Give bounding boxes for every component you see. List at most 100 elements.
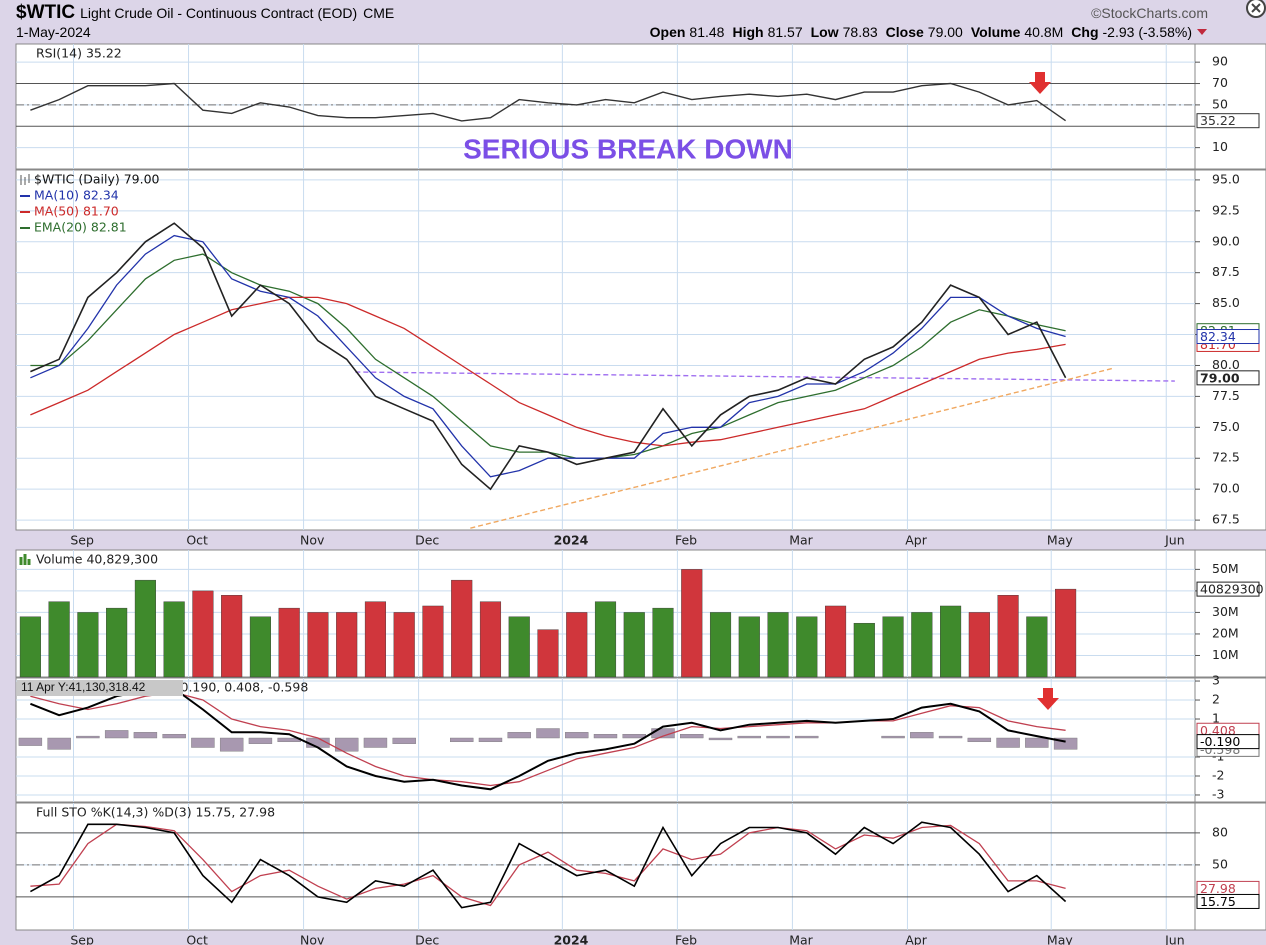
quote-value: 78.83 [842,24,878,40]
y-tick-label: 70.0 [1212,481,1240,496]
value-label: 0.408 [1200,723,1236,738]
source: ©StockCharts.com [1091,5,1208,21]
volume-bar [796,616,818,678]
histogram-bar [18,737,43,746]
y-tick-label: 50 [1212,96,1228,111]
histogram-bar [1025,737,1049,748]
value-label: 35.22 [1200,113,1236,128]
volume-bar [623,612,645,678]
quote-label: Chg [1071,24,1099,40]
symbol: $WTIC [16,2,76,23]
y-tick-label: 1 [1212,711,1220,726]
axis-area [1194,802,1266,931]
legend-label: MA(50) 81.70 [34,204,119,219]
volume-bar [364,601,387,678]
quote-value: 40.8M [1024,24,1064,40]
histogram-bar [334,737,359,752]
quote-item: Low 78.83 [811,24,878,40]
legend-label: EMA(20) 82.81 [34,220,127,235]
volume-bar [594,601,617,678]
histogram-bar [680,734,704,739]
quote-item: Open 81.48 [650,24,725,40]
value-label: 27.98 [1200,881,1236,896]
close-button[interactable] [1246,0,1266,18]
volume-bar [77,612,99,678]
y-tick-label: 50M [1212,561,1239,576]
panel-title: Full STO %K(14,3) %D(3) 15.75, 27.98 [36,805,275,820]
quote-item: Chg -2.93 (-3.58%) [1071,24,1192,40]
y-tick-label: 80 [1212,824,1228,839]
histogram-bar [737,735,761,739]
series-line [30,687,1066,791]
y-tick-label: 2 [1212,692,1220,707]
volume-bar [853,622,875,678]
quote-value: 81.57 [767,24,803,40]
quote-label: Volume [970,24,1021,40]
x-tick-label: Feb [675,933,697,945]
volume-bar [940,605,962,678]
histogram-bar [162,734,186,739]
volume-bar [249,616,271,678]
y-tick-label: 75.0 [1212,419,1240,434]
histogram-bar [450,737,474,743]
quote-label: Open [649,24,686,40]
histogram-bar [1053,737,1078,750]
value-label: 82.34 [1200,329,1236,344]
y-tick-label: 70 [1212,75,1228,90]
histogram-bar [76,735,100,739]
histogram-bar [191,737,215,748]
panel-title: RSI(14) 35.22 [36,46,122,61]
volume-bar [479,601,502,678]
volume-bar [968,612,990,678]
x-tick-label: Oct [186,933,208,945]
x-tick-label: Jun [1164,533,1185,548]
volume-bar [537,629,559,678]
value-label: 40829300 [1200,582,1264,597]
quote-item: High 81.57 [732,24,802,40]
x-tick-label: May [1047,533,1073,548]
volume-bar [48,601,70,678]
volume-bar [221,595,243,678]
histogram-bar [593,734,618,739]
histogram-bar [392,737,416,744]
y-tick-label: 80.0 [1212,357,1240,372]
quote-label: Low [810,24,839,40]
plot-area [15,169,1196,531]
volume-bar [566,612,588,678]
quote-value: -2.93 (-3.58%) [1102,24,1192,40]
y-tick-label: 90.0 [1212,233,1240,248]
x-tick-label: 2024 [554,933,589,945]
quote-item: Volume 40.8M [971,24,1063,40]
volume-bar [1026,616,1048,678]
volume-bar [192,590,214,678]
volume-bar [278,607,300,678]
x-tick-label: Feb [675,533,697,548]
annotation: SERIOUS BREAK DOWN [463,133,793,164]
volume-bar [19,616,41,678]
x-tick-label: Dec [415,533,439,548]
panel-title: Volume 40,829,300 [36,552,158,567]
y-tick-label: 10M [1212,647,1239,662]
histogram-bar [104,730,129,739]
value-box [1196,893,1260,909]
histogram-bar [967,737,992,743]
exchange: CME [363,5,395,21]
legend-label: $WTIC (Daily) 79.00 [34,172,160,187]
histogram-bar [536,728,560,739]
y-tick-label: 20M [1212,625,1239,640]
quote-label: High [732,24,764,40]
x-tick-label: Sep [70,533,94,548]
series-line [30,222,1067,491]
down-marker [1197,29,1207,35]
plot-area [15,802,1196,931]
y-tick-label: 10 [1212,139,1228,154]
y-tick-label: 87.5 [1212,264,1240,279]
series-line [30,296,1066,447]
trend-line [470,367,1115,529]
histogram-bar [708,737,733,741]
x-tick-label: Nov [300,933,325,945]
value-box [1196,734,1260,750]
volume-bar [134,579,156,678]
arrow [1029,72,1051,94]
